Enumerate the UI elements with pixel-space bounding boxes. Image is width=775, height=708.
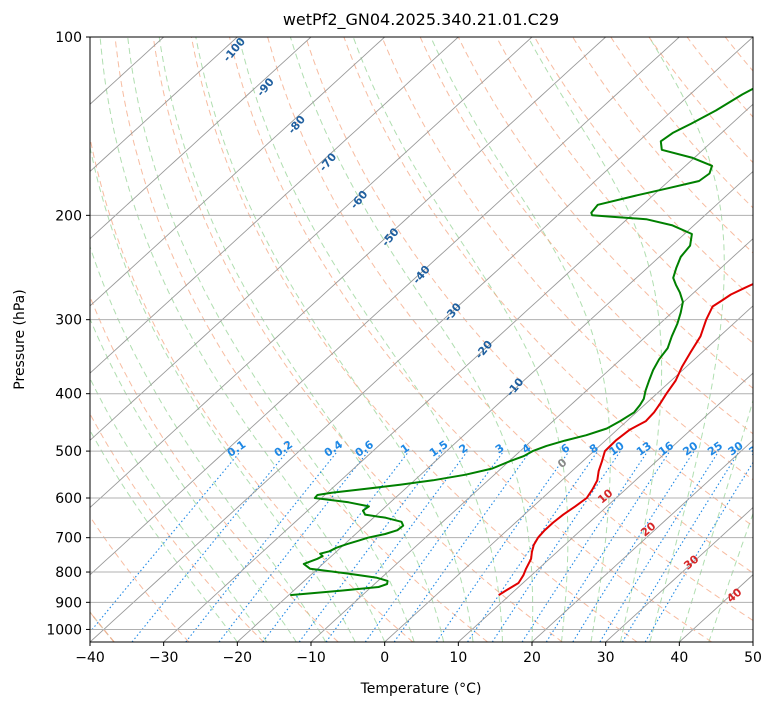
mixing-ratio-line bbox=[364, 450, 505, 642]
mixing-ratio-label: 36 bbox=[746, 439, 766, 459]
x-tick-label: −40 bbox=[75, 650, 105, 666]
dewpoint-profile-line bbox=[290, 87, 753, 597]
x-tick-label: 0 bbox=[380, 650, 389, 666]
dry-adiabat-line bbox=[572, 37, 753, 254]
moist-adiabat-line bbox=[99, 37, 386, 642]
dry-adiabat-line bbox=[419, 37, 753, 435]
y-tick-label: 700 bbox=[55, 531, 82, 547]
x-tick-label: 20 bbox=[523, 650, 541, 666]
isotherm-line bbox=[90, 37, 238, 173]
x-axis-ticks: −40 −30 −20 −10 0 10 20 30 40 50 bbox=[75, 642, 762, 666]
dry-adiabat-line bbox=[229, 37, 712, 642]
moist-adiabat-line bbox=[238, 37, 503, 642]
chart-title: wetPf2_GN04.2025.340.21.01.C29 bbox=[283, 10, 559, 30]
dry-adiabat-line bbox=[381, 37, 753, 481]
moist-adiabat-line bbox=[158, 37, 445, 642]
isotherm-line bbox=[236, 170, 753, 642]
moist-adiabat-line bbox=[90, 317, 297, 642]
isotherm-line bbox=[163, 103, 753, 642]
dry-adiabat-line bbox=[90, 295, 339, 642]
isotherm-line bbox=[90, 37, 607, 509]
isotherm-line bbox=[90, 37, 312, 240]
mixing-ratio-line bbox=[572, 450, 695, 642]
moist-adiabat-line bbox=[648, 37, 725, 642]
y-axis-ticks: 1000 900 800 700 600 500 400 300 200 100 bbox=[46, 30, 90, 638]
dry-adiabats bbox=[90, 37, 753, 642]
mixing-ratio-line bbox=[325, 450, 468, 642]
x-tick-label: 30 bbox=[597, 650, 615, 666]
mixing-ratio-line bbox=[545, 450, 671, 642]
moist-adiabat-line bbox=[90, 144, 356, 642]
mixing-ratio-line bbox=[521, 450, 649, 642]
y-tick-label: 900 bbox=[55, 595, 82, 611]
mixing-ratio-line bbox=[298, 450, 444, 642]
mixing-ratio-line bbox=[90, 450, 242, 633]
mixing-ratio-line bbox=[435, 450, 570, 642]
plot-frame bbox=[89, 36, 754, 643]
dry-adiabat-line bbox=[267, 37, 753, 622]
dry-adiabat-line bbox=[90, 412, 264, 642]
moist-adiabat-line bbox=[289, 37, 534, 642]
mixing-ratio-line bbox=[491, 450, 621, 642]
x-tick-label: −30 bbox=[149, 650, 179, 666]
y-tick-label: 200 bbox=[55, 208, 82, 224]
y-tick-label: 500 bbox=[55, 444, 82, 460]
x-tick-label: −10 bbox=[296, 650, 326, 666]
isotherm-line bbox=[90, 37, 753, 642]
isotherm-line bbox=[90, 37, 459, 374]
mixing-ratio-line bbox=[621, 450, 740, 642]
sounding-series bbox=[290, 87, 753, 597]
dry-adiabat-line bbox=[495, 37, 753, 344]
isotherm-line bbox=[310, 238, 753, 642]
dry-adiabat-line bbox=[152, 37, 563, 642]
dry-adiabat-line bbox=[190, 37, 638, 642]
moist-adiabat-line bbox=[90, 377, 268, 642]
moist-adiabat-line bbox=[127, 37, 415, 642]
isotherms bbox=[90, 37, 753, 642]
y-tick-label: 600 bbox=[55, 491, 82, 507]
y-tick-label: 400 bbox=[55, 387, 82, 403]
isotherm-line bbox=[90, 37, 386, 307]
isotherm-line bbox=[90, 37, 680, 576]
moist-adiabat-line bbox=[708, 512, 753, 642]
y-tick-label: 300 bbox=[55, 313, 82, 329]
moist-adiabat-line bbox=[430, 37, 611, 642]
isotherm-line bbox=[384, 305, 753, 642]
isotherm-line bbox=[457, 372, 753, 642]
isotherm-line bbox=[531, 439, 753, 642]
y-tick-label: 1000 bbox=[46, 622, 82, 638]
mixing-ratio-line bbox=[131, 450, 289, 642]
temperature-profile-line bbox=[498, 282, 753, 596]
dry-adiabat-line bbox=[90, 515, 190, 642]
x-tick-label: 10 bbox=[449, 650, 467, 666]
y-axis-label: Pressure (hPa) bbox=[12, 289, 28, 389]
moist-adiabat-line bbox=[90, 244, 327, 642]
moist-adiabats bbox=[90, 37, 753, 642]
dry-adiabat-line bbox=[305, 37, 753, 574]
pressure-gridlines bbox=[90, 37, 753, 630]
x-tick-label: 40 bbox=[670, 650, 688, 666]
y-tick-label: 800 bbox=[55, 565, 82, 581]
moist-adiabat-line bbox=[527, 37, 663, 642]
moist-adiabat-line bbox=[352, 37, 569, 642]
x-axis-label: Temperature (°C) bbox=[360, 681, 482, 697]
moist-adiabat-line bbox=[195, 37, 474, 642]
dry-adiabat-line bbox=[343, 37, 753, 527]
y-tick-label: 100 bbox=[55, 30, 82, 46]
x-tick-label: −20 bbox=[223, 650, 253, 666]
moist-adiabat-line bbox=[678, 398, 753, 642]
dry-adiabat-line bbox=[457, 37, 753, 389]
isotherm-line bbox=[90, 37, 533, 441]
mixing-ratio-line bbox=[185, 450, 339, 642]
dry-adiabat-line bbox=[90, 135, 414, 642]
isotherm-line bbox=[605, 506, 753, 642]
x-tick-label: 50 bbox=[744, 650, 762, 666]
mixing-ratio-line bbox=[467, 450, 599, 642]
moist-adiabat-line bbox=[90, 429, 238, 642]
